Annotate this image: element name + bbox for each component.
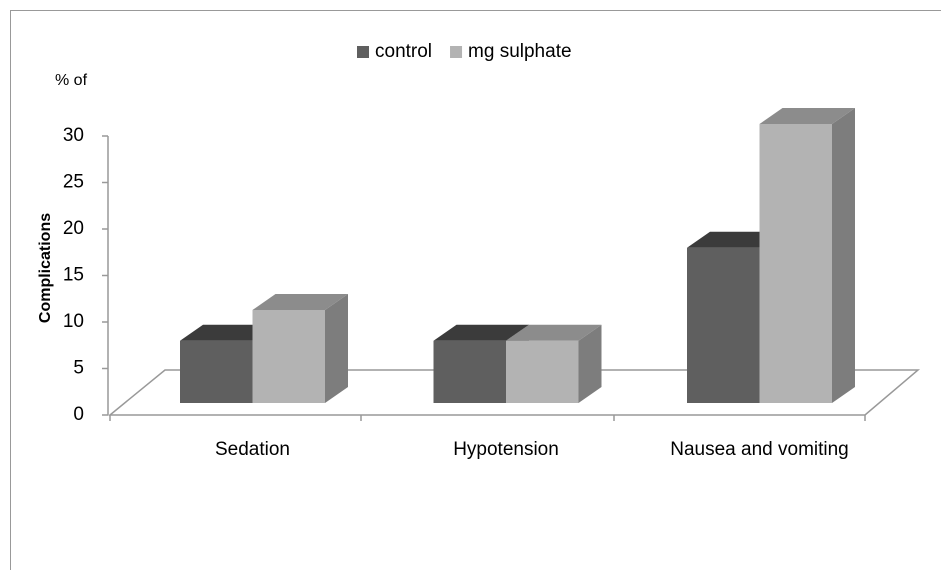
- y-tick-label: 25: [63, 172, 84, 193]
- bar-side: [578, 324, 602, 403]
- bar: [433, 340, 506, 403]
- y-tick-label: 30: [63, 125, 84, 146]
- bar-top: [759, 108, 855, 124]
- y-tick-label: 20: [63, 218, 84, 239]
- y-tick-label: 5: [73, 358, 84, 379]
- bar: [687, 247, 760, 403]
- bar-top: [506, 324, 602, 341]
- legend-label: mg sulphate: [468, 41, 572, 62]
- y-axis-label: Complications: [37, 213, 54, 323]
- y-tick-label: 10: [63, 311, 84, 332]
- legend-label: control: [375, 41, 432, 62]
- bar-side: [832, 108, 855, 403]
- bar-side: [325, 294, 348, 403]
- bar: [759, 124, 832, 403]
- axis-annotation: % of: [55, 72, 88, 89]
- bar: [252, 310, 325, 403]
- bar: [506, 340, 579, 403]
- legend-swatch: [357, 46, 369, 58]
- chart-frame: [10, 10, 941, 570]
- x-tick-label: Nausea and vomiting: [670, 439, 849, 460]
- bar-top: [180, 324, 276, 341]
- y-tick-label: 0: [73, 404, 84, 425]
- bar-top: [433, 324, 529, 341]
- x-tick-label: Sedation: [215, 439, 290, 460]
- bar: [180, 340, 253, 403]
- y-tick-label: 15: [63, 265, 84, 286]
- bar-top: [687, 231, 783, 248]
- x-tick-label: Hypotension: [453, 439, 559, 460]
- bar-top: [252, 294, 348, 310]
- legend-swatch: [450, 46, 463, 58]
